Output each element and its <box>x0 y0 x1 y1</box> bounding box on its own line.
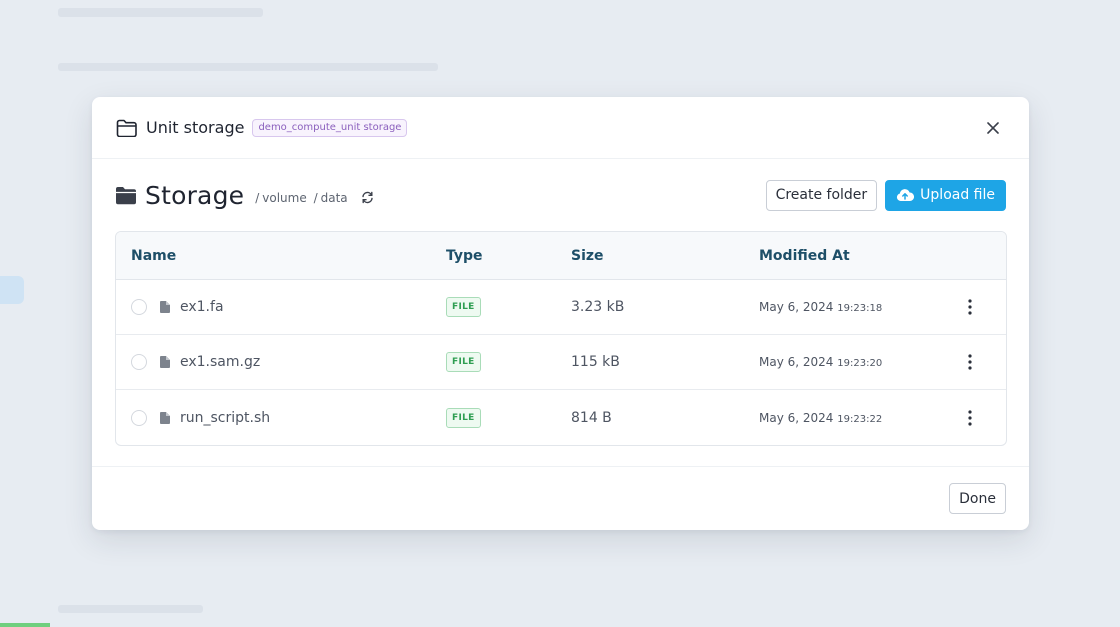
modified-at: May 6, 2024 19:23:22 <box>759 411 939 425</box>
unit-storage-modal: Unit storage demo_compute_unit storage S… <box>92 97 1029 530</box>
modal-header: Unit storage demo_compute_unit storage <box>92 97 1029 159</box>
refresh-button[interactable] <box>360 189 376 205</box>
file-name[interactable]: run_script.sh <box>180 409 271 426</box>
modified-time: 19:23:20 <box>837 358 883 369</box>
background-text <box>58 8 263 17</box>
upload-file-label: Upload file <box>920 187 995 203</box>
modified-date: May 6, 2024 <box>759 355 834 369</box>
files-table: Name Type Size Modified At ex1.fa FILE 3… <box>115 231 1007 446</box>
modal-footer: Done <box>92 466 1029 530</box>
file-size: 814 B <box>571 409 612 426</box>
folder-icon <box>115 186 137 205</box>
table-row[interactable]: ex1.fa FILE 3.23 kB May 6, 2024 19:23:18 <box>116 280 1006 335</box>
row-select-radio[interactable] <box>131 409 147 426</box>
storage-title: Storage <box>145 180 245 210</box>
column-header-modified-at[interactable]: Modified At <box>759 247 850 264</box>
storage-tag: demo_compute_unit storage <box>252 118 408 137</box>
table-row[interactable]: ex1.sam.gz FILE 115 kB May 6, 2024 19:23… <box>116 335 1006 390</box>
cloud-upload-icon <box>897 189 915 201</box>
file-icon <box>160 411 170 424</box>
file-name[interactable]: ex1.fa <box>180 299 224 315</box>
table-row[interactable]: run_script.sh FILE 814 B May 6, 2024 19:… <box>116 390 1006 445</box>
more-vertical-icon <box>968 354 972 370</box>
file-icon <box>160 301 170 313</box>
file-type-badge: FILE <box>446 297 481 317</box>
background-text <box>58 605 203 613</box>
column-header-name[interactable]: Name <box>131 247 177 264</box>
row-actions-button[interactable] <box>962 297 978 317</box>
breadcrumb-item-volume[interactable]: volume <box>262 190 307 205</box>
storage-toolbar: Storage / volume / data Create folder <box>115 159 1006 231</box>
breadcrumb-item-data[interactable]: data <box>320 190 348 205</box>
file-size: 3.23 kB <box>571 299 625 315</box>
modified-date: May 6, 2024 <box>759 300 834 314</box>
done-button[interactable]: Done <box>949 483 1006 514</box>
background-text <box>58 63 438 71</box>
row-select-radio[interactable] <box>131 299 147 315</box>
file-size: 115 kB <box>571 354 620 370</box>
column-header-size[interactable]: Size <box>571 247 604 264</box>
row-actions-button[interactable] <box>962 352 978 372</box>
modified-time: 19:23:22 <box>837 413 883 425</box>
modified-date: May 6, 2024 <box>759 410 834 425</box>
folder-open-icon <box>116 119 138 137</box>
table-header: Name Type Size Modified At <box>116 232 1006 280</box>
row-select-radio[interactable] <box>131 354 147 370</box>
background-status-bar <box>0 623 50 627</box>
file-type-badge: FILE <box>446 352 481 372</box>
row-actions-button[interactable] <box>962 408 978 428</box>
refresh-icon <box>362 191 373 203</box>
close-button[interactable] <box>981 116 1005 140</box>
close-icon <box>987 121 999 134</box>
breadcrumb: / volume / data <box>255 190 348 205</box>
column-header-type[interactable]: Type <box>446 247 483 264</box>
upload-file-button[interactable]: Upload file <box>885 179 1006 211</box>
file-name[interactable]: ex1.sam.gz <box>180 354 261 370</box>
modified-at: May 6, 2024 19:23:18 <box>759 300 939 314</box>
modified-time: 19:23:18 <box>837 303 883 314</box>
more-vertical-icon <box>968 299 972 315</box>
modal-title: Unit storage <box>146 118 245 137</box>
file-icon <box>160 356 170 368</box>
background-nav-highlight <box>0 276 24 304</box>
file-type-badge: FILE <box>446 407 481 428</box>
more-vertical-icon <box>968 409 972 426</box>
modified-at: May 6, 2024 19:23:20 <box>759 355 939 369</box>
create-folder-button[interactable]: Create folder <box>765 179 878 211</box>
